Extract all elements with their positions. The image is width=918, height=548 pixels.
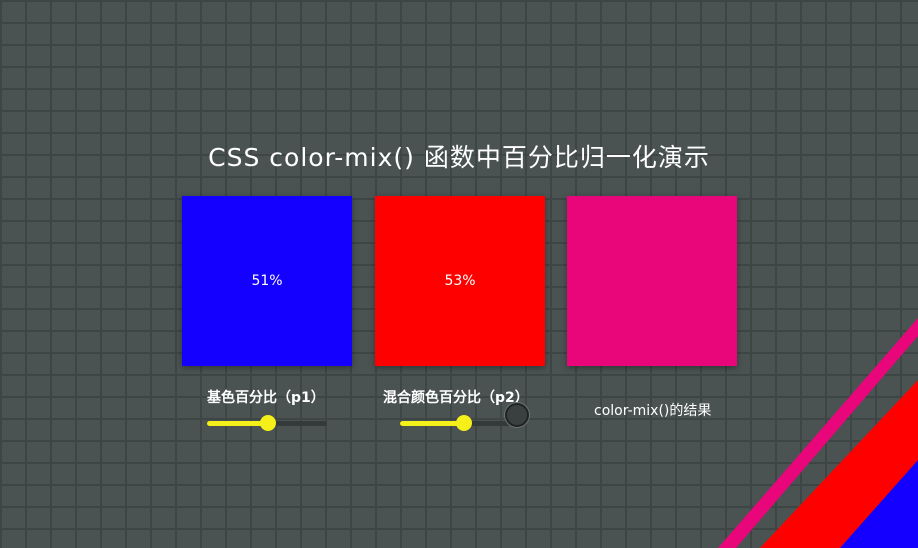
base-color-swatch: 51%: [182, 196, 352, 366]
pink-stripe: [718, 318, 918, 548]
p2-slider-fill: [400, 421, 464, 426]
cursor-indicator: [505, 403, 529, 427]
p2-label: 混合颜色百分比（p2）: [383, 390, 529, 406]
p1-slider[interactable]: [207, 415, 327, 431]
red-stripe: [760, 380, 918, 548]
mix-color-swatch: 53%: [375, 196, 545, 366]
blue-stripe: [840, 460, 918, 548]
p2-slider[interactable]: [400, 415, 520, 431]
page-title: CSS color-mix() 函数中百分比归一化演示: [208, 143, 710, 172]
base-color-percent: 51%: [251, 273, 283, 289]
p1-slider-fill: [207, 421, 269, 426]
result-label: color-mix()的结果: [594, 403, 712, 419]
p1-slider-thumb[interactable]: [260, 415, 277, 431]
p1-label: 基色百分比（p1）: [207, 390, 325, 406]
mix-color-percent: 53%: [444, 273, 476, 289]
corner-stripes: [718, 318, 918, 548]
p2-slider-thumb[interactable]: [455, 415, 472, 431]
result-color-swatch: [567, 196, 737, 366]
